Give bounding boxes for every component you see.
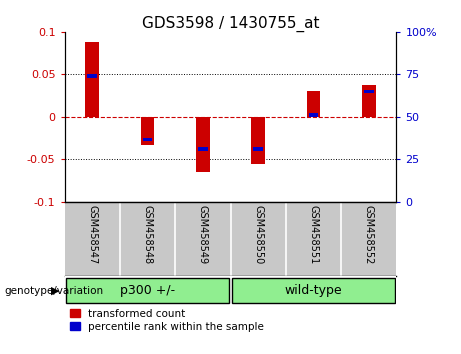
Bar <box>308 113 319 117</box>
FancyBboxPatch shape <box>231 279 396 303</box>
Bar <box>364 90 374 93</box>
Bar <box>307 91 320 117</box>
Text: wild-type: wild-type <box>284 284 342 297</box>
Bar <box>251 117 265 164</box>
Text: GSM458550: GSM458550 <box>253 205 263 265</box>
Text: genotype/variation: genotype/variation <box>5 286 104 296</box>
Text: GSM458548: GSM458548 <box>142 205 153 265</box>
Bar <box>362 85 376 117</box>
Text: GSM458552: GSM458552 <box>364 205 374 265</box>
Text: GSM458549: GSM458549 <box>198 205 208 265</box>
Bar <box>87 74 97 78</box>
Text: GSM458551: GSM458551 <box>308 205 319 265</box>
Bar <box>141 117 154 145</box>
Text: ▶: ▶ <box>52 286 60 296</box>
Bar <box>142 138 153 142</box>
Bar <box>253 147 263 151</box>
Bar <box>196 117 210 172</box>
Bar <box>198 147 208 151</box>
FancyBboxPatch shape <box>65 279 230 303</box>
Text: p300 +/-: p300 +/- <box>120 284 175 297</box>
Legend: transformed count, percentile rank within the sample: transformed count, percentile rank withi… <box>70 309 264 332</box>
Bar <box>85 42 99 117</box>
Text: GSM458547: GSM458547 <box>87 205 97 265</box>
Title: GDS3598 / 1430755_at: GDS3598 / 1430755_at <box>142 16 319 32</box>
